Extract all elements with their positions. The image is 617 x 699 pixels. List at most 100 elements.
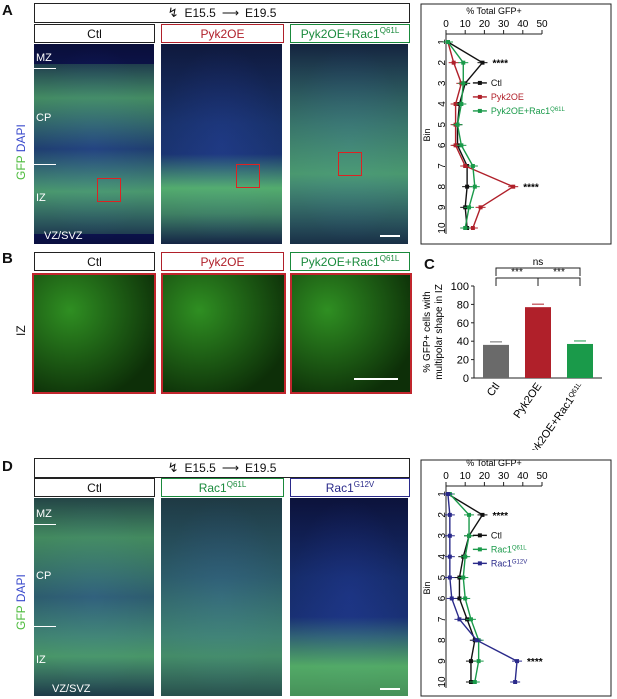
- category-label: Pyk2OE: [511, 381, 544, 421]
- zoom-region-pyk2oe-rac1: [338, 152, 362, 176]
- y-tick-label: 5: [437, 574, 448, 580]
- y-tick-label: 80: [457, 299, 469, 311]
- series-line-1: [447, 41, 515, 229]
- layer-boundary: [34, 524, 56, 525]
- y-axis-label: Bin: [422, 128, 432, 141]
- data-point: [459, 102, 464, 106]
- x-tick-label: 0: [443, 471, 449, 482]
- data-point: [480, 60, 485, 65]
- data-point: [470, 226, 475, 230]
- scale-bar-d: [380, 688, 400, 690]
- data-point: [459, 143, 464, 148]
- data-point: [467, 512, 472, 517]
- significance-bracket: [537, 277, 581, 286]
- timeline-d: ↯ E15.5 ⟶ E19.5: [34, 458, 410, 478]
- significance-mark: ****: [527, 657, 543, 668]
- legend-entry: Ctl: [491, 530, 502, 540]
- gfp-signal: [34, 64, 154, 234]
- data-point: [511, 184, 516, 189]
- data-point: [513, 680, 518, 684]
- data-point: [451, 60, 456, 65]
- condition-pyk2oe-rac1-a: Pyk2OE+Rac1Q61L: [290, 24, 410, 43]
- electroporation-icon: ↯: [167, 5, 179, 20]
- y-tick-label: 2: [437, 59, 448, 65]
- stain-label-d: GFP DAPI: [14, 574, 28, 630]
- data-point: [447, 533, 452, 538]
- x-tick-label: 40: [517, 19, 529, 30]
- arrow-right-icon: ⟶: [221, 461, 240, 475]
- micrograph-rac1q61l-d: [161, 498, 282, 696]
- significance-mark: ****: [492, 511, 508, 522]
- gfp-signal: [161, 498, 282, 696]
- x-tick-label: 50: [536, 19, 548, 30]
- layer-vzsvz-a: VZ/SVZ: [44, 230, 83, 242]
- data-point: [455, 122, 460, 127]
- chart-d: 0 10 20 30 40 50 % Total GFP+ 1 2 3 4 5 6 7 8 9 10 Bin ***…: [420, 458, 612, 697]
- legend-entry: Rac1G12V: [491, 558, 527, 568]
- series-line-0: [447, 493, 484, 682]
- significance-bracket: [495, 267, 581, 276]
- data-point: [457, 596, 462, 601]
- timeline-start: E15.5: [184, 6, 216, 20]
- condition-ctl-b: Ctl: [34, 252, 155, 271]
- gfp-signal: [290, 44, 408, 244]
- legend-marker: [477, 80, 482, 85]
- x-tick-label: 20: [479, 471, 491, 482]
- significance-bracket: [495, 277, 539, 286]
- layer-mz-d: MZ: [36, 508, 52, 520]
- condition-ctl-a: Ctl: [34, 24, 155, 43]
- legend-marker: [477, 94, 482, 99]
- condition-pyk2oe-a: Pyk2OE: [161, 24, 284, 43]
- y-tick-label: 6: [437, 142, 448, 148]
- panel-label-a: A: [2, 2, 13, 19]
- micrograph-pyk2oe-rac1-a: [290, 44, 408, 244]
- gfp-signal: [161, 44, 282, 244]
- zoom-micrograph-ctl: [32, 273, 156, 394]
- significance-mark: ****: [492, 59, 508, 70]
- data-point: [447, 575, 452, 580]
- legend-entry: Pyk2OE+Rac1Q61L: [491, 106, 566, 116]
- region-label-b: IZ: [14, 325, 28, 336]
- y-tick-label: 4: [437, 101, 448, 107]
- layer-mz-a: MZ: [36, 52, 52, 64]
- y-tick-label: 4: [437, 553, 448, 559]
- layer-boundary: [34, 164, 56, 165]
- data-point: [447, 554, 452, 559]
- x-tick-label: 10: [460, 19, 472, 30]
- condition-pyk2oe-rac1-b: Pyk2OE+Rac1Q61L: [290, 252, 410, 271]
- y-tick-label: 3: [437, 533, 448, 539]
- legend-marker: [477, 108, 482, 113]
- condition-pyk2oe-b: Pyk2OE: [161, 252, 284, 271]
- legend-entry: Ctl: [491, 78, 502, 88]
- y-tick-label: 20: [457, 355, 469, 367]
- significance-mark: ***: [511, 267, 523, 278]
- layer-boundary: [34, 68, 56, 69]
- x-tick-label: 30: [498, 471, 510, 482]
- bar: [525, 307, 551, 378]
- x-tick-label: 10: [460, 471, 472, 482]
- x-tick-label: 0: [443, 19, 449, 30]
- significance-mark: ns: [533, 257, 544, 268]
- dapi-label: DAPI: [14, 574, 28, 603]
- y-tick-label: 7: [437, 616, 448, 622]
- layer-iz-a: IZ: [36, 192, 46, 204]
- x-tick-label: 30: [498, 19, 510, 30]
- stain-label-a: GFP DAPI: [14, 124, 28, 180]
- y-tick-label: 2: [437, 512, 448, 518]
- data-point: [463, 226, 468, 230]
- layer-iz-d: IZ: [36, 654, 46, 666]
- layer-cp-d: CP: [36, 570, 52, 582]
- micrograph-rac1g12v-d: [290, 498, 408, 696]
- gfp-label: GFP: [14, 605, 28, 630]
- y-tick-label: 100: [451, 281, 469, 293]
- y-tick-label: 60: [457, 318, 469, 330]
- data-point: [474, 638, 479, 643]
- y-tick-label: 3: [437, 80, 448, 86]
- data-point: [461, 60, 466, 65]
- x-axis-label: % Total GFP+: [466, 6, 522, 16]
- x-tick-label: 40: [517, 471, 529, 482]
- data-point: [453, 102, 458, 106]
- chart-a: 0 10 20 30 40 50 % Total GFP+ 1 2 3 4 5 6 7 8 9 10 Bin ***…: [420, 3, 612, 245]
- layer-vzsvz-d: VZ/SVZ: [52, 683, 91, 695]
- condition-ctl-d: Ctl: [34, 478, 155, 497]
